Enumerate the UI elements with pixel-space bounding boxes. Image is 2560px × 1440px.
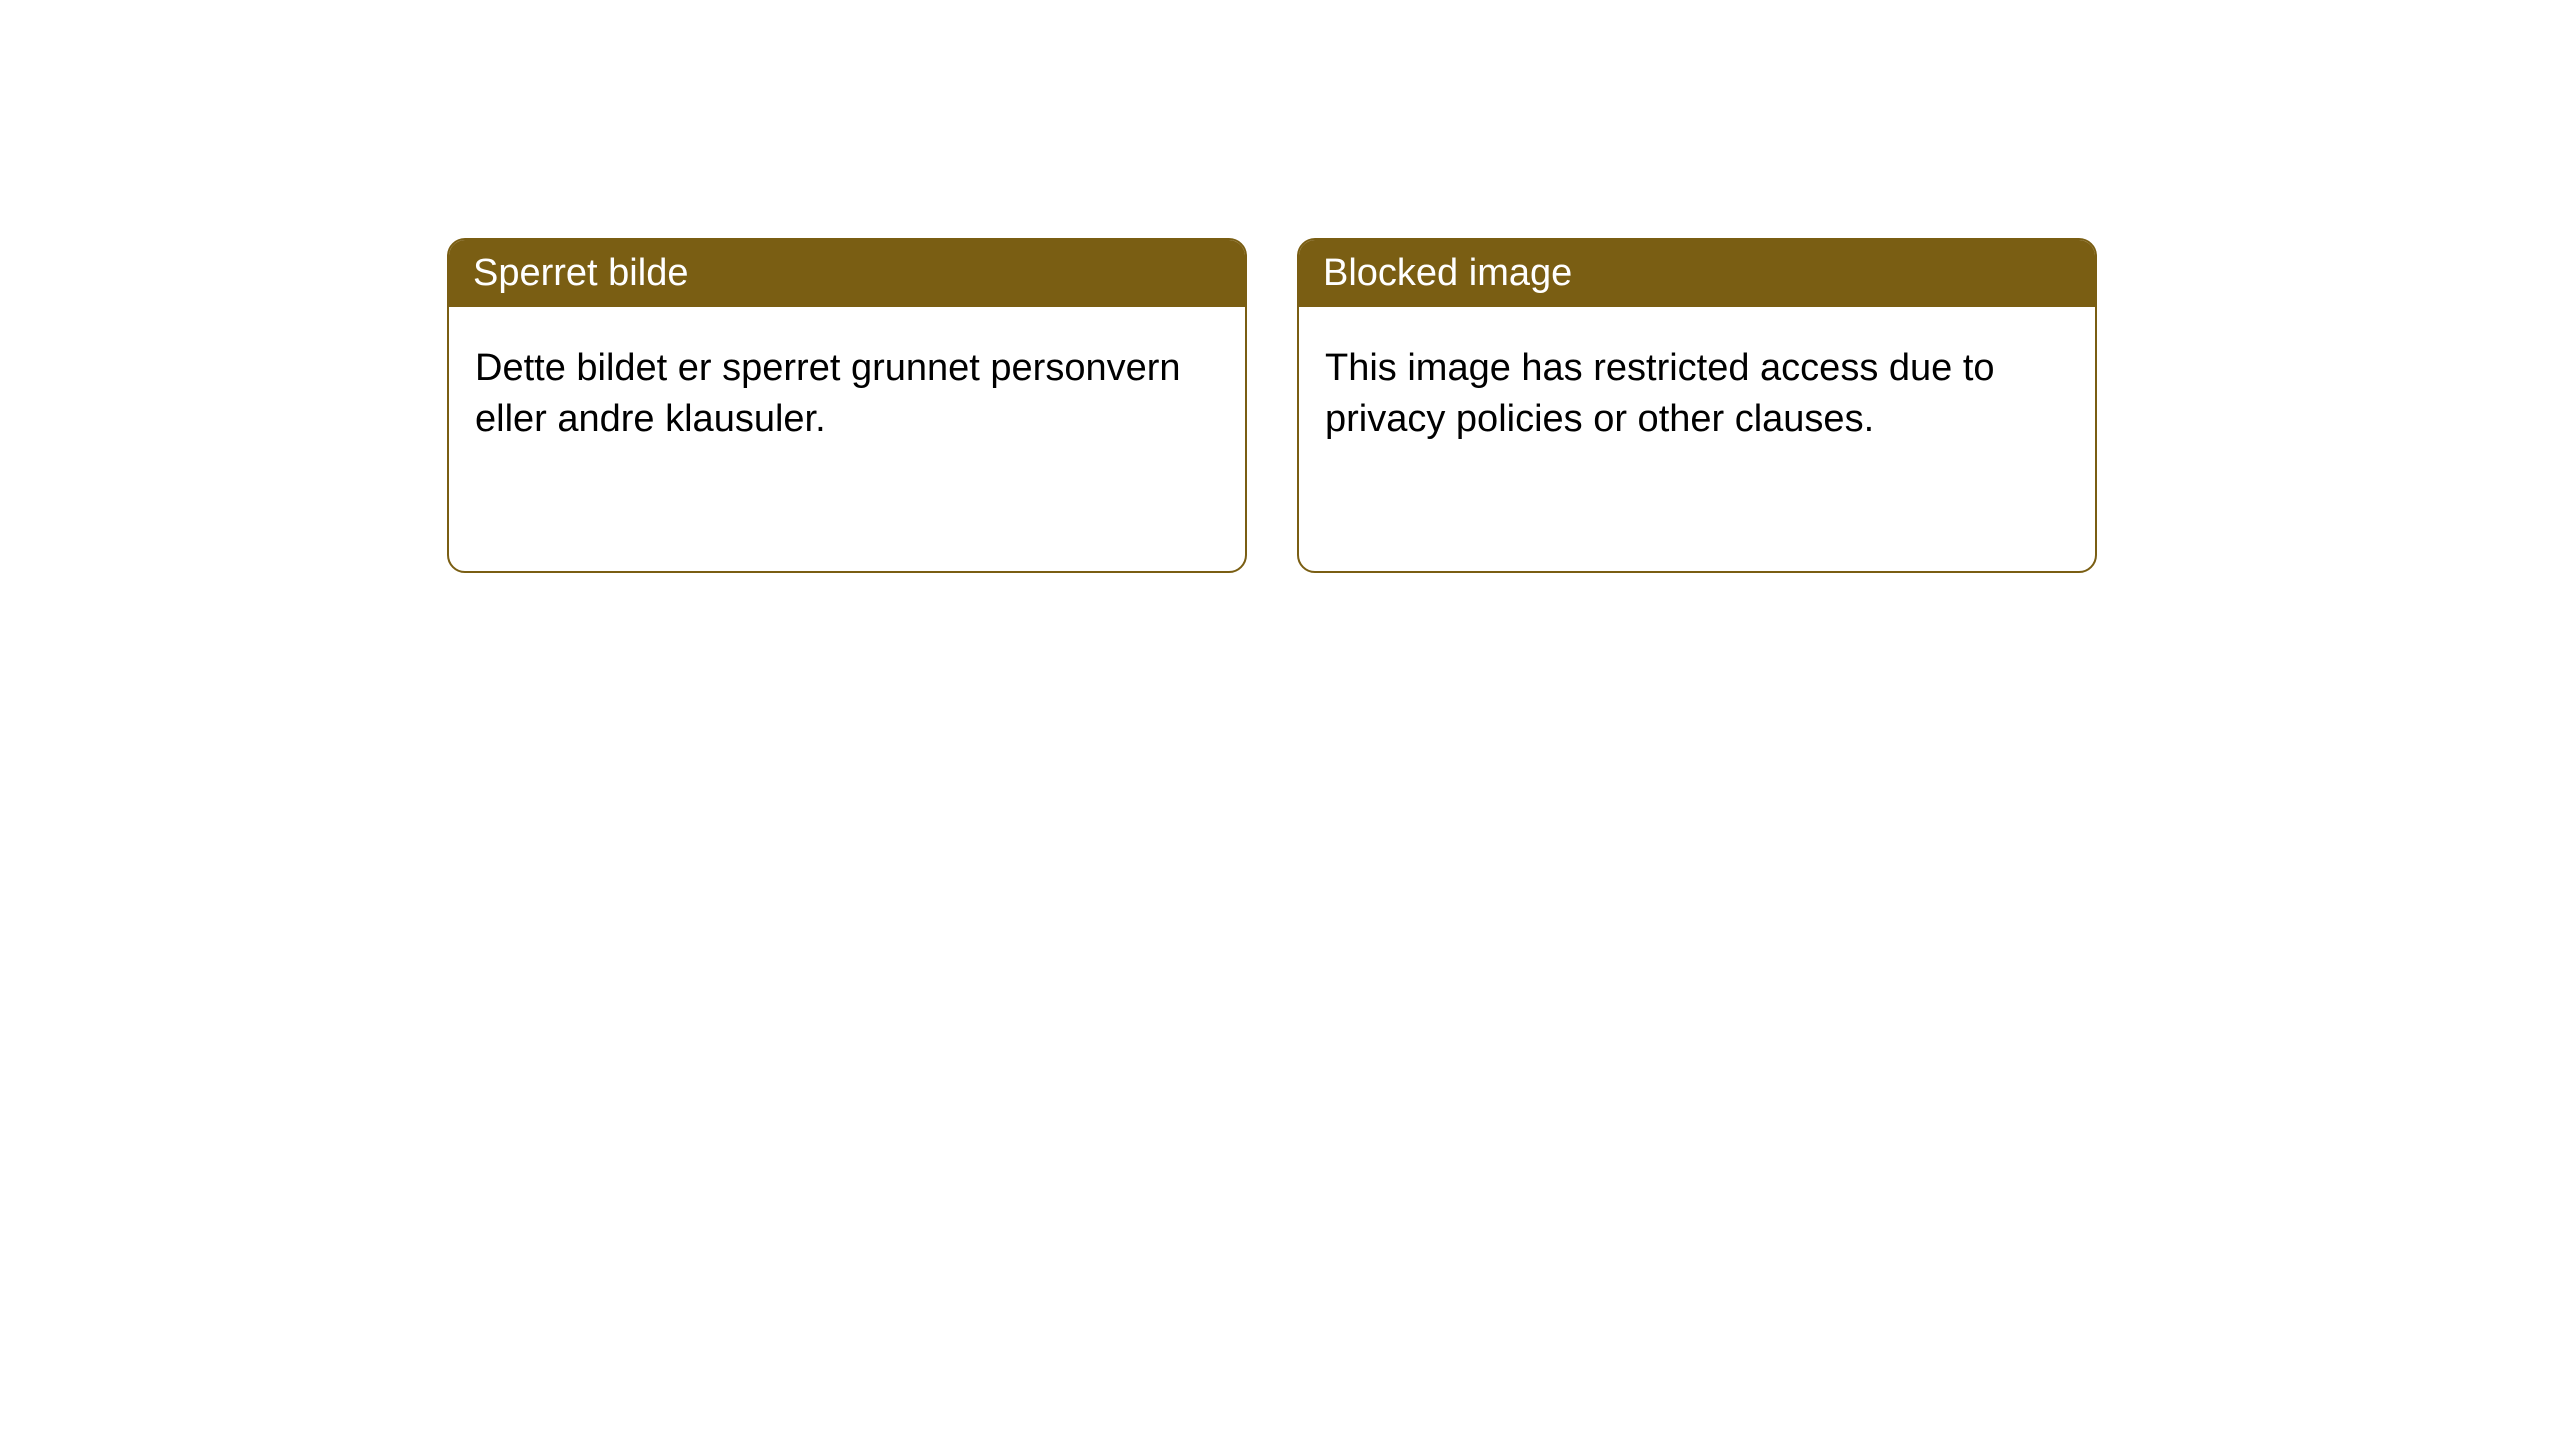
card-title: Blocked image xyxy=(1323,252,1572,294)
card-body-text: Dette bildet er sperret grunnet personve… xyxy=(475,347,1181,440)
card-body: This image has restricted access due to … xyxy=(1299,307,2095,482)
notice-cards-container: Sperret bilde Dette bildet er sperret gr… xyxy=(0,0,2560,573)
notice-card-english: Blocked image This image has restricted … xyxy=(1297,238,2097,573)
card-body: Dette bildet er sperret grunnet personve… xyxy=(449,307,1245,482)
card-title: Sperret bilde xyxy=(473,252,688,294)
notice-card-norwegian: Sperret bilde Dette bildet er sperret gr… xyxy=(447,238,1247,573)
card-body-text: This image has restricted access due to … xyxy=(1325,347,1995,440)
card-header: Sperret bilde xyxy=(449,240,1245,307)
card-header: Blocked image xyxy=(1299,240,2095,307)
